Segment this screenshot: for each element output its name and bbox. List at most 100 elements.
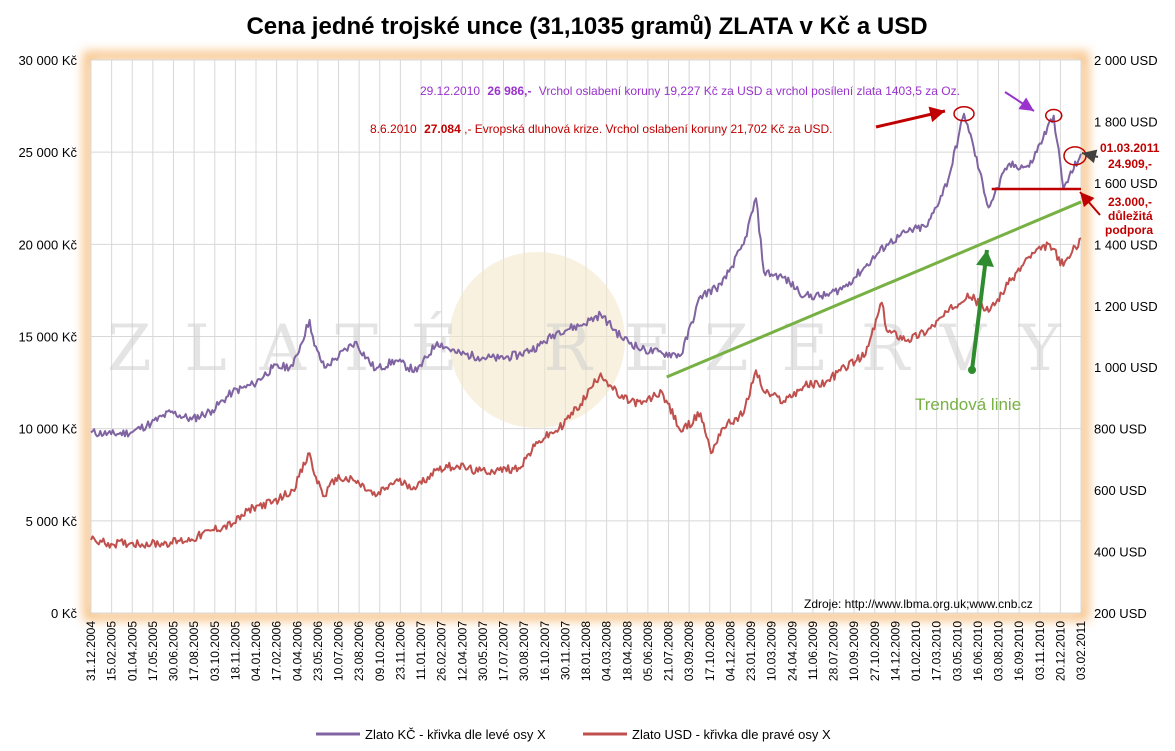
x-tick-label: 23.11.2006: [393, 621, 407, 680]
annotation-peak-2010-12: 29.12.2010 26 986,- Vrchol oslabení koru…: [420, 84, 960, 98]
x-tick-label: 16.09.2010: [1012, 621, 1026, 681]
annotation-support-label2: podpora: [1105, 223, 1153, 237]
x-tick-label: 10.03.2009: [765, 621, 779, 681]
y-right-tick-label: 400 USD: [1094, 545, 1147, 560]
x-tick-label: 18.01.2008: [579, 621, 593, 681]
arrow-trendline-head: [976, 250, 994, 267]
annotation-peak-2010-06-text: ,- Evropská dluhová krize. Vrchol oslabe…: [464, 122, 832, 136]
x-tick-label: 18.11.2005: [228, 621, 242, 680]
y-left-tick-label: 25 000 Kč: [18, 145, 77, 160]
arrow-trendline-dot: [968, 366, 976, 374]
x-tick-label: 18.04.2008: [620, 621, 634, 681]
x-tick-label: 15.02.2005: [105, 621, 119, 681]
x-tick-label: 01.02.2010: [909, 621, 923, 681]
y-right-tick-label: 800 USD: [1094, 422, 1147, 437]
x-tick-label: 01.04.2005: [125, 621, 139, 681]
x-tick-label: 04.12.2008: [723, 621, 737, 681]
legend-label-kc: Zlato KČ - křivka dle levé osy X: [365, 727, 546, 742]
y-left-tick-label: 5 000 Kč: [26, 514, 78, 529]
y-right-tick-label: 1 600 USD: [1094, 176, 1158, 191]
arrow-trendline: [970, 249, 989, 371]
trendline-label: Trendová linie: [915, 395, 1021, 414]
annotation-support-label1: důležitá: [1108, 209, 1153, 223]
x-tick-label: 12.04.2007: [455, 621, 469, 681]
peak-circle-2010-06: [953, 106, 975, 122]
x-tick-label: 27.10.2009: [868, 621, 882, 681]
x-tick-label: 23.05.2006: [311, 621, 325, 681]
x-tick-label: 21.07.2008: [662, 621, 676, 681]
arrow-support-head: [1080, 192, 1095, 208]
annotation-peak-2010-06: 8.6.2010 27.084 ,- Evropská dluhová kriz…: [370, 122, 833, 136]
y-right-tick-label: 1 200 USD: [1094, 299, 1158, 314]
x-tick-label: 23.08.2006: [352, 621, 366, 681]
x-tick-label: 20.12.2010: [1053, 621, 1067, 681]
annotation-peak-2010-12-text: Vrchol oslabení koruny 19,227 Kč za USD …: [539, 84, 960, 98]
x-tick-label: 30.06.2005: [167, 621, 181, 681]
annotation-peak-2010-06-value: 27.084: [424, 122, 461, 136]
arrow-peak-2010-12-head: [1018, 97, 1034, 111]
x-tick-label: 11.06.2009: [806, 621, 820, 680]
y-right-tick-label: 200 USD: [1094, 606, 1147, 621]
legend: Zlato KČ - křivka dle levé osy X Zlato U…: [316, 727, 831, 742]
legend-label-usd: Zlato USD - křivka dle pravé osy X: [632, 727, 831, 742]
y-left-tick-label: 20 000 Kč: [18, 237, 77, 252]
x-tick-label: 09.10.2006: [373, 621, 387, 681]
x-tick-label: 30.11.2007: [558, 621, 572, 680]
x-tick-label: 28.07.2009: [827, 621, 841, 681]
y-right-tick-label: 1 400 USD: [1094, 237, 1158, 252]
arrow-peak-2010-06-head: [928, 106, 945, 123]
annotation-peak-2010-12-value: 26 986,-: [487, 84, 531, 98]
x-tick-label: 03.02.2011: [1074, 621, 1088, 680]
trendline: [666, 200, 1082, 379]
x-tick-label: 17.03.2010: [930, 621, 944, 681]
x-tick-label: 05.06.2008: [641, 621, 655, 681]
x-tick-label: 03.08.2010: [992, 621, 1006, 681]
annotation-peak-2010-06-date: 8.6.2010: [370, 122, 417, 136]
y-left-tick-label: 30 000 Kč: [18, 53, 77, 68]
x-tick-label: 17.10.2008: [703, 621, 717, 681]
watermark-logo: [449, 252, 625, 428]
plot-glow: [83, 51, 1089, 621]
chart-title: Cena jedné trojské unce (31,1035 gramů) …: [246, 13, 927, 40]
x-tick-label: 03.10.2005: [208, 621, 222, 681]
x-tick-label: 17.05.2005: [146, 621, 160, 681]
y-left-tick-label: 10 000 Kč: [18, 422, 77, 437]
arrow-current-head: [1082, 149, 1098, 164]
x-tick-label: 14.12.2009: [888, 621, 902, 681]
x-tick-label: 04.03.2008: [600, 621, 614, 681]
y-right-tick-label: 2 000 USD: [1094, 53, 1158, 68]
series-line-usd: [90, 237, 1082, 549]
grid-layer: [90, 59, 1082, 614]
x-tick-label: 30.08.2007: [517, 621, 531, 681]
x-tick-label: 16.10.2007: [538, 621, 552, 681]
y-axis-right: 2 000 USD 1 800 USD 1 600 USD 1 400 USD 1 20…: [1094, 53, 1158, 621]
peak-circle-2010-12: [1044, 108, 1063, 123]
overlay-layer: [666, 91, 1101, 379]
x-tick-label: 17.08.2005: [187, 621, 201, 681]
x-tick-label: 04.01.2006: [249, 621, 263, 681]
y-left-tick-label: 15 000 Kč: [18, 330, 77, 345]
x-tick-label: 10.09.2009: [847, 621, 861, 681]
x-tick-label: 03.11.2010: [1033, 621, 1047, 680]
annotation-peak-2010-12-date: 29.12.2010: [420, 84, 480, 98]
x-tick-label: 24.04.2009: [785, 621, 799, 681]
source-text: Zdroje: http://www.lbma.org.uk;www.cnb.c…: [804, 597, 1033, 611]
annotation-current-value: 24.909,-: [1108, 157, 1152, 171]
series-layer: [90, 112, 1082, 549]
x-tick-label: 03.09.2008: [682, 621, 696, 681]
x-tick-label: 10.07.2006: [332, 621, 346, 681]
x-tick-label: 17.07.2007: [497, 621, 511, 681]
y-left-tick-label: 0 Kč: [51, 606, 78, 621]
x-tick-label: 31.12.2004: [84, 621, 98, 681]
y-right-tick-label: 600 USD: [1094, 483, 1147, 498]
x-tick-label: 16.06.2010: [971, 621, 985, 681]
x-axis: 31.12.2004 15.02.2005 01.04.2005 17.05.2005…: [84, 621, 1088, 681]
y-right-tick-label: 1 800 USD: [1094, 114, 1158, 129]
x-tick-label: 04.04.2006: [290, 621, 304, 681]
x-tick-label: 03.05.2010: [950, 621, 964, 681]
series-line-kc: [90, 112, 1082, 438]
x-tick-label: 23.01.2009: [744, 621, 758, 681]
annotation-support-value: 23.000,-: [1108, 195, 1152, 209]
